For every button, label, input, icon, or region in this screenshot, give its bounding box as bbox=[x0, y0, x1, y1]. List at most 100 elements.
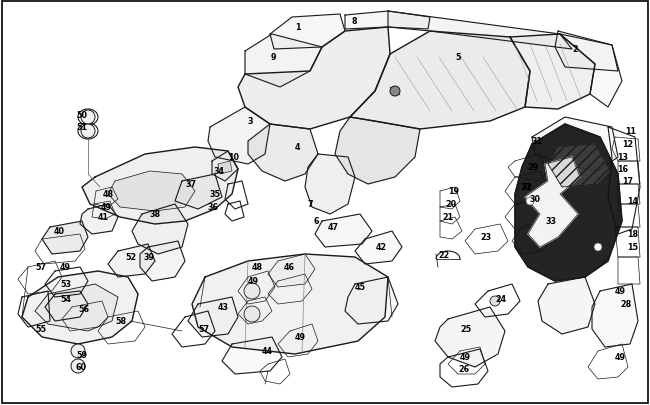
Circle shape bbox=[244, 306, 260, 322]
Text: 48: 48 bbox=[252, 263, 263, 272]
Text: 45: 45 bbox=[355, 283, 366, 292]
Circle shape bbox=[71, 359, 85, 373]
Polygon shape bbox=[192, 254, 388, 354]
Polygon shape bbox=[188, 297, 238, 337]
Polygon shape bbox=[42, 222, 88, 254]
Text: 24: 24 bbox=[495, 295, 506, 304]
Polygon shape bbox=[315, 215, 372, 247]
Text: 5: 5 bbox=[455, 53, 460, 62]
Text: 11: 11 bbox=[625, 127, 636, 136]
Text: 21: 21 bbox=[442, 213, 453, 222]
Polygon shape bbox=[108, 172, 195, 211]
Text: 38: 38 bbox=[150, 210, 161, 219]
Polygon shape bbox=[175, 175, 222, 209]
Polygon shape bbox=[555, 32, 618, 72]
Text: 15: 15 bbox=[627, 243, 638, 252]
Text: 4: 4 bbox=[295, 143, 300, 152]
Polygon shape bbox=[80, 205, 118, 234]
Text: 18: 18 bbox=[627, 230, 638, 239]
Text: 41: 41 bbox=[98, 213, 109, 222]
Text: 40: 40 bbox=[54, 227, 65, 236]
Polygon shape bbox=[548, 145, 610, 188]
Text: 16: 16 bbox=[617, 165, 628, 174]
Text: 49: 49 bbox=[60, 263, 71, 272]
Circle shape bbox=[594, 243, 602, 252]
Text: 1: 1 bbox=[295, 23, 300, 32]
Text: 50: 50 bbox=[76, 110, 87, 119]
Polygon shape bbox=[350, 32, 530, 130]
Text: 49: 49 bbox=[101, 203, 112, 212]
Text: 49: 49 bbox=[248, 277, 259, 286]
Polygon shape bbox=[538, 277, 595, 334]
Text: 49: 49 bbox=[615, 287, 626, 296]
Text: 60: 60 bbox=[76, 362, 87, 371]
Text: 28: 28 bbox=[620, 300, 631, 309]
Circle shape bbox=[71, 344, 85, 358]
Text: 43: 43 bbox=[218, 303, 229, 312]
Text: 14: 14 bbox=[627, 197, 638, 206]
Text: 56: 56 bbox=[78, 305, 89, 314]
Polygon shape bbox=[435, 307, 505, 367]
Polygon shape bbox=[560, 35, 622, 108]
Text: 46: 46 bbox=[284, 263, 295, 272]
Text: 26: 26 bbox=[458, 364, 469, 373]
Text: 57: 57 bbox=[198, 325, 209, 334]
Polygon shape bbox=[305, 155, 355, 215]
Polygon shape bbox=[208, 108, 270, 164]
Circle shape bbox=[244, 284, 260, 299]
Text: 20: 20 bbox=[445, 200, 456, 209]
Text: 25: 25 bbox=[460, 325, 471, 334]
Circle shape bbox=[81, 111, 95, 125]
Circle shape bbox=[81, 125, 95, 139]
Text: 58: 58 bbox=[115, 317, 126, 326]
Polygon shape bbox=[388, 12, 572, 50]
Text: 29: 29 bbox=[527, 163, 538, 172]
Text: 19: 19 bbox=[448, 187, 459, 196]
Text: 59: 59 bbox=[76, 351, 87, 360]
Polygon shape bbox=[218, 162, 232, 175]
Text: 12: 12 bbox=[622, 140, 633, 149]
Text: 13: 13 bbox=[617, 153, 628, 162]
Polygon shape bbox=[270, 15, 345, 50]
Circle shape bbox=[526, 198, 534, 205]
Text: 23: 23 bbox=[480, 233, 491, 242]
Text: 53: 53 bbox=[60, 280, 71, 289]
Polygon shape bbox=[238, 28, 390, 130]
Text: 52: 52 bbox=[125, 253, 136, 262]
Polygon shape bbox=[108, 244, 155, 277]
Polygon shape bbox=[132, 205, 188, 254]
Text: 36: 36 bbox=[208, 203, 219, 212]
Polygon shape bbox=[245, 35, 322, 88]
Text: 22: 22 bbox=[438, 250, 449, 259]
Text: 48: 48 bbox=[103, 190, 114, 199]
Circle shape bbox=[490, 296, 500, 306]
Text: 33: 33 bbox=[546, 217, 557, 226]
Polygon shape bbox=[82, 148, 238, 224]
Text: 39: 39 bbox=[143, 253, 154, 262]
Polygon shape bbox=[140, 241, 185, 281]
Text: 2: 2 bbox=[572, 45, 578, 54]
Text: 42: 42 bbox=[376, 243, 387, 252]
Text: 8: 8 bbox=[352, 17, 358, 26]
Polygon shape bbox=[248, 125, 318, 181]
Text: 47: 47 bbox=[328, 223, 339, 232]
Polygon shape bbox=[345, 277, 398, 324]
Text: 27: 27 bbox=[520, 183, 531, 192]
Text: 9: 9 bbox=[271, 53, 276, 62]
Text: 17: 17 bbox=[622, 177, 633, 186]
Text: 37: 37 bbox=[186, 180, 197, 189]
Polygon shape bbox=[345, 12, 430, 30]
Polygon shape bbox=[510, 35, 595, 110]
Polygon shape bbox=[355, 231, 402, 264]
Polygon shape bbox=[525, 158, 580, 247]
Polygon shape bbox=[515, 125, 622, 281]
Text: 7: 7 bbox=[307, 200, 313, 209]
Text: 34: 34 bbox=[214, 167, 225, 176]
Text: 49: 49 bbox=[615, 353, 626, 362]
Polygon shape bbox=[268, 254, 315, 287]
Text: 3: 3 bbox=[248, 117, 254, 126]
Text: 6: 6 bbox=[314, 217, 320, 226]
Text: 10: 10 bbox=[228, 153, 239, 162]
Polygon shape bbox=[22, 271, 138, 344]
Polygon shape bbox=[592, 284, 638, 347]
